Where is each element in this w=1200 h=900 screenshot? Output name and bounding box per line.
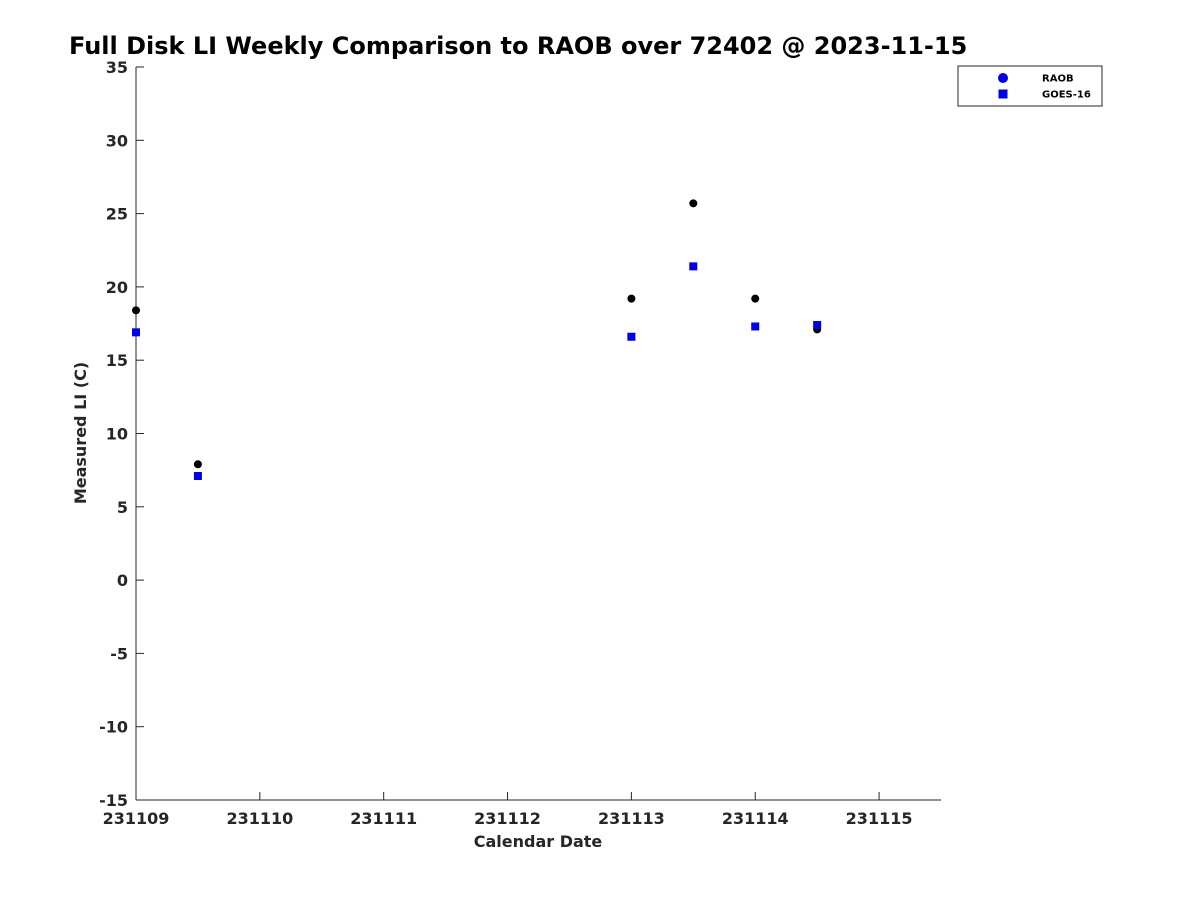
- data-points: [132, 199, 822, 481]
- x-tick-label: 231115: [846, 809, 913, 828]
- y-axis-label: Measured LI (C): [71, 362, 90, 504]
- goes-16-point: [751, 322, 760, 331]
- y-tick-label: -5: [110, 644, 128, 663]
- legend-raob-marker: [998, 73, 1008, 83]
- y-tick-label: 20: [106, 278, 128, 297]
- chart-title: Full Disk LI Weekly Comparison to RAOB o…: [69, 32, 967, 60]
- y-tick-label: 5: [117, 498, 128, 517]
- goes-16-point: [689, 262, 698, 271]
- y-tick-label: 0: [117, 571, 128, 590]
- raob-point: [627, 294, 636, 303]
- x-tick-label: 231112: [474, 809, 541, 828]
- x-tick-label: 231113: [598, 809, 665, 828]
- x-tick-label: 231110: [226, 809, 293, 828]
- legend-box: [957, 65, 1103, 107]
- goes-16-point: [627, 332, 636, 341]
- raob-point: [751, 294, 760, 303]
- legend-goes-marker: [998, 89, 1008, 99]
- x-tick-label: 231109: [103, 809, 170, 828]
- goes-16-point: [193, 472, 202, 481]
- legend: RAOB GOES-16: [957, 65, 1103, 107]
- y-tick-label: 10: [106, 425, 128, 444]
- x-axis-label: Calendar Date: [474, 832, 603, 851]
- y-tick-label: 15: [106, 351, 128, 370]
- goes-16-point: [132, 328, 140, 337]
- y-tick-label: 25: [106, 205, 128, 224]
- x-tick-label: 231114: [722, 809, 789, 828]
- plot-axes: [135, 67, 941, 801]
- y-tick-label: 30: [106, 131, 128, 150]
- y-tick-label: -10: [99, 718, 128, 737]
- raob-point: [132, 306, 140, 315]
- raob-point: [193, 460, 202, 469]
- goes-16-point: [813, 321, 822, 330]
- y-tick-label: -15: [99, 791, 128, 810]
- x-tick-label: 231111: [350, 809, 417, 828]
- raob-point: [689, 199, 698, 208]
- legend-raob-label: RAOB: [1042, 74, 1074, 85]
- legend-goes-label: GOES-16: [1042, 90, 1091, 101]
- y-tick-label: 35: [106, 58, 128, 77]
